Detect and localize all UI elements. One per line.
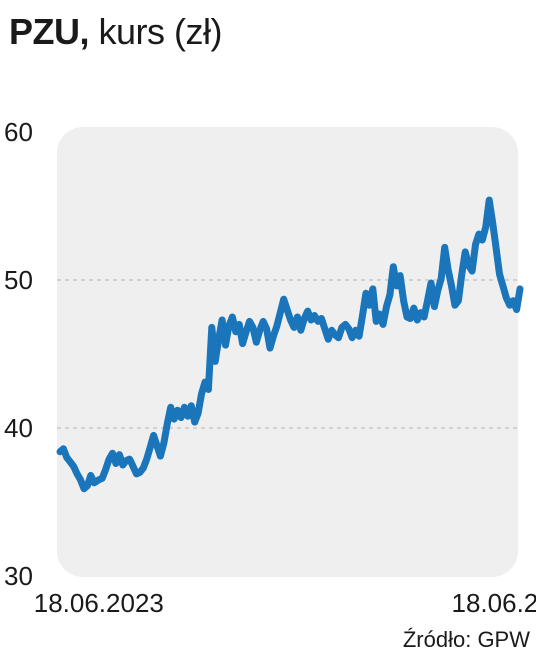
title-subtitle: kurs (zł) [98, 11, 223, 52]
y-tick-label: 50 [4, 265, 33, 295]
price-series-line [56, 196, 524, 493]
plot-area [57, 127, 518, 577]
title-company: PZU, [9, 11, 90, 52]
y-tick-label: 40 [4, 413, 33, 443]
page-title: PZU, kurs (zł) [9, 10, 223, 54]
x-tick-label: 18.06.2023 [34, 588, 164, 618]
x-axis-ticks: 18.06.2023 18.06.2024 [34, 588, 536, 618]
y-axis-ticks: 30 40 50 60 [4, 117, 33, 591]
x-tick-label: 18.06.2024 [452, 588, 536, 618]
y-tick-label: 30 [4, 561, 33, 591]
y-tick-label: 60 [4, 117, 33, 147]
source-note: Źródło: GPW [402, 627, 530, 652]
